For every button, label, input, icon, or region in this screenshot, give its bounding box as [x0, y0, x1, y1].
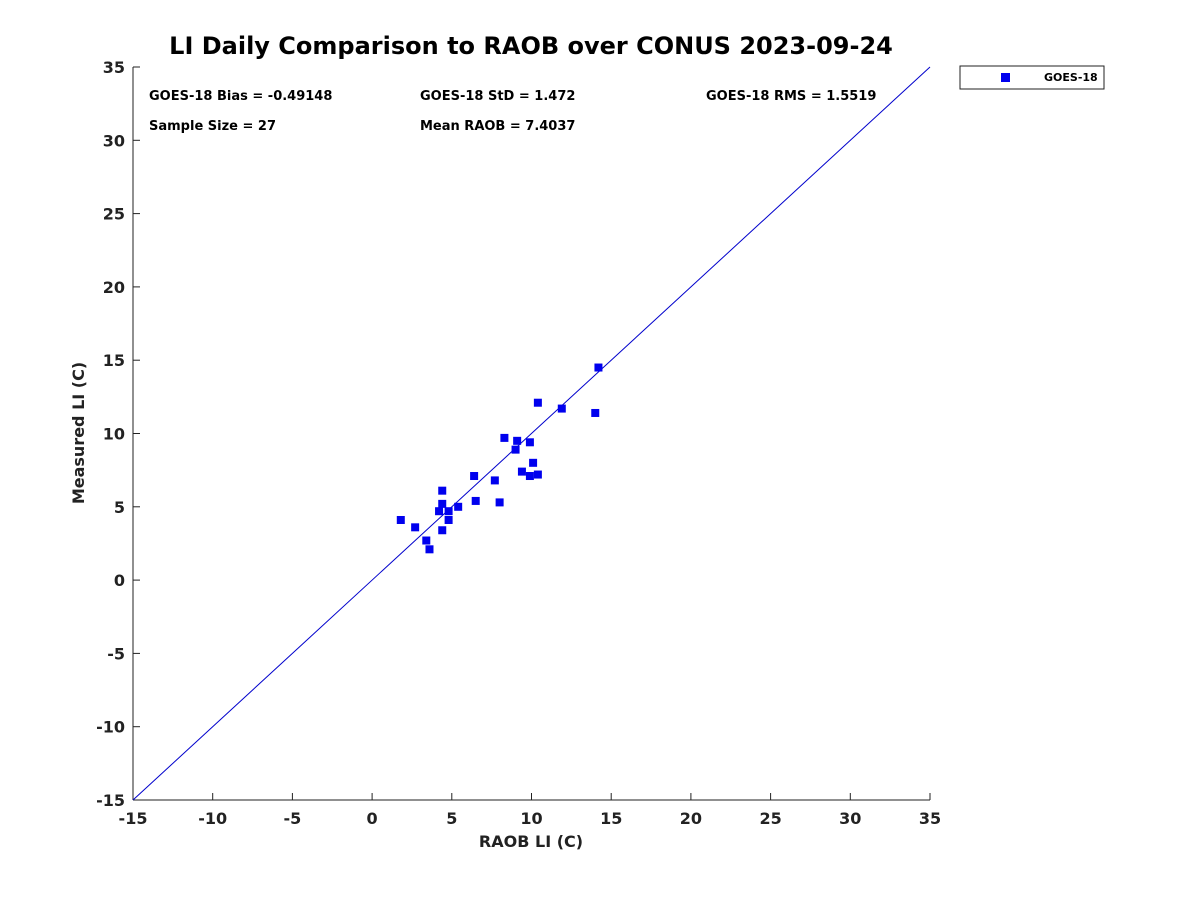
y-tick-label: 10: [103, 425, 125, 444]
y-tick-label: -15: [96, 791, 125, 810]
data-point: [529, 458, 538, 467]
data-point: [513, 436, 522, 445]
y-tick-label: -10: [96, 718, 125, 737]
data-point: [500, 433, 509, 442]
data-point: [454, 502, 463, 511]
x-tick-label: -5: [284, 809, 302, 828]
legend-label-goes-18: GOES-18: [1044, 71, 1098, 84]
y-axis-label: Measured LI (C): [69, 362, 88, 504]
legend-box: [959, 65, 1105, 90]
y-tick-label: 5: [114, 498, 125, 517]
data-point: [517, 467, 526, 476]
stat-rms: GOES-18 RMS = 1.5519: [706, 89, 876, 104]
one-to-one-line: [132, 66, 931, 801]
y-tick-label: 0: [114, 571, 125, 590]
data-point: [557, 404, 566, 413]
y-tick-label: 35: [103, 58, 125, 77]
data-point: [533, 470, 542, 479]
x-tick-label: 35: [919, 809, 941, 828]
data-point: [435, 507, 444, 516]
x-tick-label: -15: [119, 809, 148, 828]
stat-sample-size: Sample Size = 27: [149, 119, 276, 134]
data-point: [594, 363, 603, 372]
data-point: [495, 498, 504, 507]
stat-mean-raob: Mean RAOB = 7.4037: [420, 119, 575, 134]
x-tick-label: 10: [520, 809, 542, 828]
legend: GOES-18: [959, 65, 1105, 90]
x-tick-label: 0: [367, 809, 378, 828]
x-tick-label: 15: [600, 809, 622, 828]
data-point: [490, 476, 499, 485]
x-tick-label: 20: [680, 809, 702, 828]
data-point: [411, 523, 420, 532]
stat-bias: GOES-18 Bias = -0.49148: [149, 89, 332, 104]
stat-std: GOES-18 StD = 1.472: [420, 89, 575, 104]
data-point: [471, 496, 480, 505]
y-ticks: -15 -10 -5 0 5 10 15 20 25 30 35: [96, 58, 140, 810]
data-point: [438, 486, 447, 495]
y-tick-label: 25: [103, 205, 125, 224]
stats-annotations: GOES-18 Bias = -0.49148 GOES-18 StD = 1.…: [149, 89, 876, 134]
x-tick-label: 5: [446, 809, 457, 828]
x-tick-label: -10: [198, 809, 227, 828]
data-point: [438, 499, 447, 508]
data-point: [444, 507, 453, 516]
data-point: [511, 445, 520, 454]
data-point: [525, 472, 534, 481]
data-point: [438, 526, 447, 535]
data-point: [533, 398, 542, 407]
y-tick-label: 20: [103, 278, 125, 297]
y-tick-label: 30: [103, 131, 125, 150]
data-point: [470, 472, 479, 481]
x-tick-label: 25: [759, 809, 781, 828]
x-axis-label: RAOB LI (C): [479, 832, 583, 851]
data-point: [422, 536, 431, 545]
data-point: [425, 545, 434, 554]
data-point: [396, 515, 405, 524]
chart-title: LI Daily Comparison to RAOB over CONUS 2…: [169, 32, 893, 60]
x-tick-label: 30: [839, 809, 861, 828]
y-tick-label: 15: [103, 351, 125, 370]
y-tick-label: -5: [107, 644, 125, 663]
data-point: [591, 408, 600, 417]
x-ticks: -15 -10 -5 0 5 10 15 20 25 30 35: [119, 793, 941, 828]
legend-marker-goes-18: [1001, 73, 1010, 82]
data-point: [525, 438, 534, 447]
data-point: [444, 515, 453, 524]
data-points: [396, 363, 603, 554]
